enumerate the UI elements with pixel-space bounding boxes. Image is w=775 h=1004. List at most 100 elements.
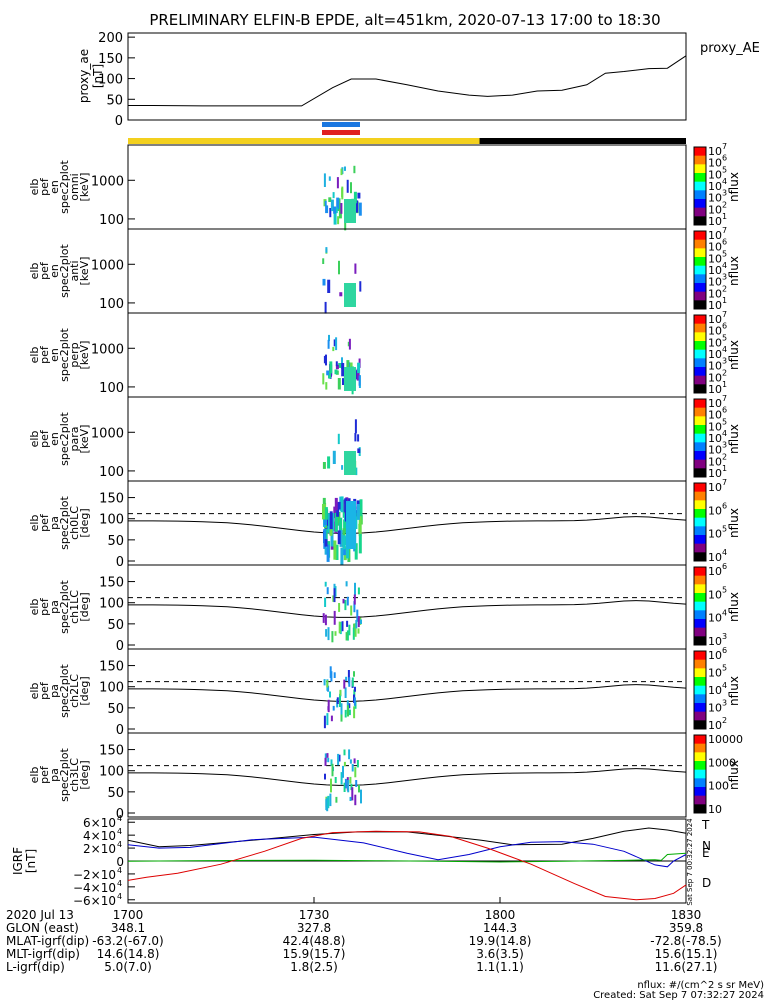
spectrogram-pixel xyxy=(345,581,348,587)
colorbar-tick-label: 10 xyxy=(708,287,722,300)
spectrogram-pixel xyxy=(333,540,337,560)
spectrogram-ylabel: [keV] xyxy=(78,173,91,202)
spectrogram-pixel xyxy=(322,504,325,520)
spectrogram-pixel xyxy=(346,596,349,606)
igrf-ytick-label: 6×10 xyxy=(83,816,116,830)
spectrogram-pixel xyxy=(345,632,348,641)
colorbar-tick-label: 10 xyxy=(708,551,722,564)
spectrogram-pixel xyxy=(322,613,325,623)
spectrogram-pixel xyxy=(332,595,335,602)
colorbar-tick-label: 10 xyxy=(708,145,722,158)
spectrogram-pixel xyxy=(344,687,347,698)
proxy-ae-ytick-label: 150 xyxy=(98,52,123,67)
spectrogram-pixel xyxy=(357,434,360,442)
spectrogram-pixel xyxy=(351,764,354,772)
colorbar-segment xyxy=(694,535,706,545)
colorbar-segment xyxy=(694,752,706,762)
spectrogram-ylabel: pef xyxy=(38,261,51,280)
spectrogram-pixel xyxy=(327,699,330,713)
spectrogram-ylabel: [deg] xyxy=(78,592,91,621)
spectrogram-pixel xyxy=(353,594,356,605)
igrf-ytick-label: 0 xyxy=(116,855,124,869)
colorbar-segment xyxy=(694,567,706,577)
colorbar-segment xyxy=(694,384,706,394)
spectrogram-pixel xyxy=(336,697,339,704)
colorbar-segment xyxy=(694,332,706,342)
science-zone-red-marker xyxy=(322,130,360,135)
colorbar-frame xyxy=(693,146,707,226)
spectrogram-pixel xyxy=(324,597,327,607)
ephemeris-value: 3.6(3.5) xyxy=(476,947,524,961)
spectrogram-pixel xyxy=(324,614,327,626)
spectrogram-pixel xyxy=(354,543,358,560)
colorbar-tick-exponent: 5 xyxy=(722,585,727,594)
spectrogram-pixel xyxy=(341,188,344,198)
spectrogram-pixel xyxy=(324,200,327,206)
ephemeris-value: 327.8 xyxy=(297,921,331,935)
spectrogram-pixel xyxy=(333,610,336,625)
spectrogram-ytick-label: 100 xyxy=(99,381,124,396)
spectrogram-pixel xyxy=(360,619,362,624)
colorbar-tick-label: 10 xyxy=(708,667,722,680)
spectrogram-pixel xyxy=(332,705,335,711)
spectrogram-frame xyxy=(127,732,687,818)
ephemeris-value: 1.8(2.5) xyxy=(290,960,338,974)
spectrogram-pixel xyxy=(325,382,328,390)
colorbar-segment xyxy=(694,500,706,510)
spectrogram-ylabel: spec2plot xyxy=(58,748,71,802)
spectrogram-pixel xyxy=(324,757,327,766)
spectrogram-ylabel: pef xyxy=(38,765,51,784)
colorbar-tick-label: 10 xyxy=(708,336,722,349)
colorbar-tick-exponent: 2 xyxy=(722,452,727,461)
colorbar-segment xyxy=(694,257,706,267)
colorbar-segment xyxy=(694,668,706,678)
spectrogram-ylabel: spec2plot xyxy=(58,328,71,382)
spectrogram-pixel xyxy=(340,496,344,513)
spectrogram-ylabel: spec2plot xyxy=(58,160,71,214)
ephemeris-value: -63.2(-67.0) xyxy=(92,934,163,948)
colorbar-tick-label: 10 xyxy=(708,371,722,384)
spectrogram-pixel xyxy=(353,697,356,706)
spectrogram-pixel xyxy=(358,375,361,386)
colorbar-tick-exponent: 3 xyxy=(722,699,727,708)
colorbar-segment xyxy=(694,552,706,562)
spectrogram-pixel xyxy=(347,780,350,793)
colorbar-tick-label: 10000 xyxy=(708,733,743,746)
colorbar-tick-label: 10 xyxy=(708,180,722,193)
spectrogram-ylabel: elb xyxy=(28,683,41,700)
proxy-ae-ylabel-unit: [nT] xyxy=(91,64,105,88)
spectrogram-pixel xyxy=(328,334,330,342)
spectrogram-pixel xyxy=(333,339,336,347)
colorbar-label: nflux xyxy=(727,340,741,370)
spectrogram-pixel xyxy=(358,533,362,554)
spectrogram-ylabel: pef xyxy=(38,681,51,700)
spectrogram-ytick-label: 100 xyxy=(99,765,124,780)
spectrogram-pixel xyxy=(327,627,330,641)
spectrogram-pixel xyxy=(358,784,360,793)
colorbar-segment xyxy=(694,265,706,275)
spectrogram-pixel xyxy=(326,713,329,726)
colorbar-tick-exponent: 5 xyxy=(722,525,727,534)
spectrogram-pixel xyxy=(340,772,343,785)
igrf-ytick-label: 4×10 xyxy=(83,829,116,843)
spectrogram-pixel xyxy=(357,628,360,634)
colorbar-segment xyxy=(694,468,706,478)
colorbar-tick-exponent: 6 xyxy=(722,562,727,571)
spectrogram-pixel xyxy=(349,776,352,784)
colorbar-tick-label: 10 xyxy=(708,276,722,289)
created-footnote: Created: Sat Sep 7 07:32:27 2024 xyxy=(593,990,764,1000)
spectrogram-pixel xyxy=(327,279,331,293)
colorbar-tick-exponent: 3 xyxy=(722,357,727,366)
colorbar-segment xyxy=(694,375,706,385)
spectrogram-pixel xyxy=(356,760,359,768)
spectrogram-pixel xyxy=(343,519,347,533)
spectrogram-pixel xyxy=(354,623,357,637)
colorbar-tick-label: 10 xyxy=(708,420,722,433)
spectrogram-pixel xyxy=(359,281,362,292)
spectrogram-pixel xyxy=(359,499,363,520)
colorbar-segment xyxy=(694,416,706,426)
colorbar-frame xyxy=(693,482,707,562)
spectrogram-pixel xyxy=(342,765,344,778)
spectrogram-core xyxy=(344,451,356,475)
